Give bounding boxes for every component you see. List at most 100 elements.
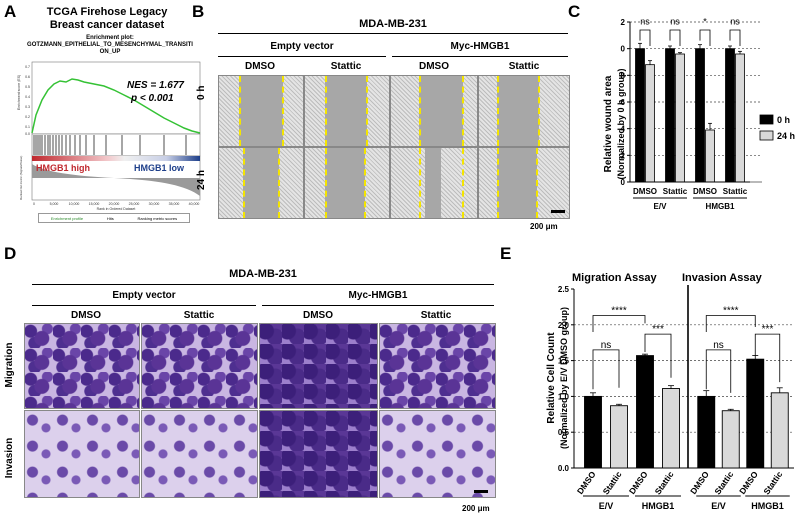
- legend-swatch-c: [759, 114, 774, 125]
- bar-24h: [735, 53, 745, 183]
- hmgb1-low-label: HMGB1 low: [134, 163, 185, 173]
- sig-bracket-stattic: [754, 333, 781, 383]
- sig-bracket-ns: [705, 349, 732, 393]
- svg-text:10,000: 10,000: [69, 202, 80, 206]
- panel-b-letter: B: [192, 2, 205, 21]
- transwell-invasion-hmgb1-dmso: [259, 410, 378, 498]
- ytick-label-e: 1.0: [558, 392, 570, 401]
- panel-d-row-migration: Migration: [4, 342, 15, 388]
- gene-set-name: GOTZMANN_EPITHELIAL_TO_MESENCHYMAL_TRANS…: [27, 42, 193, 55]
- ytick-label-e: 2.5: [558, 285, 570, 294]
- panel-b-cond-4: Stattic: [508, 61, 540, 72]
- bar-0h: [725, 48, 735, 183]
- category-label-c: DMSO: [633, 187, 657, 196]
- panel-d-cond-2: Stattic: [183, 310, 215, 321]
- category-label-e: Stattic: [653, 469, 676, 496]
- transwell-migration-ev-stattic: [141, 323, 258, 409]
- transwell-migration-ev-dmso: [24, 323, 140, 409]
- sig-bracket-stattic-label: ***: [652, 324, 664, 335]
- transwell-migration-hmgb1-dmso: [259, 323, 378, 409]
- legend-label-c: 0 h: [777, 115, 790, 125]
- bar-invasion: [721, 410, 740, 469]
- panel-b-group-ev: Empty vector: [270, 41, 334, 52]
- panel-d-cond-4: Stattic: [420, 310, 452, 321]
- panel-d-row-invasion: Invasion: [4, 437, 15, 479]
- svg-text:5,000: 5,000: [50, 202, 59, 206]
- panel-b-timepoint-0h: 0 h: [196, 85, 207, 100]
- nes-value: NES = 1.677: [127, 80, 184, 91]
- bar-migration: [636, 355, 654, 469]
- sig-bracket-top: [705, 315, 756, 332]
- svg-text:0.6: 0.6: [25, 75, 30, 79]
- category-label-e: Stattic: [761, 469, 784, 496]
- category-label-e: DMSO: [688, 469, 711, 496]
- sig-bracket-top-label: ****: [611, 305, 627, 316]
- panel-d-scale-bar: [474, 490, 488, 493]
- panel-d-letter: D: [4, 244, 17, 263]
- svg-text:0.1: 0.1: [25, 125, 30, 129]
- svg-text:0.7: 0.7: [25, 65, 30, 69]
- hits-bars: [33, 135, 187, 155]
- ytick-label-e: 0.5: [558, 428, 570, 437]
- panel-d-hmgb1-rule: [262, 305, 494, 306]
- panel-d-cond-3: DMSO: [303, 310, 333, 321]
- bar-24h: [675, 53, 685, 183]
- legend-hits: Hits: [106, 215, 114, 221]
- ytick-label-e: 1.5: [558, 357, 570, 366]
- ytick-label-c: 1.0: [620, 45, 626, 54]
- wound-image-hmgb1-dmso-24h: [390, 147, 478, 219]
- bar-migration: [610, 405, 628, 469]
- panel-a-title-line1: TCGA Firehose Legacy: [46, 6, 168, 18]
- bar-0h: [635, 48, 645, 183]
- bar-invasion: [770, 392, 789, 469]
- panel-c-letter: C: [568, 2, 581, 21]
- panel-d-cond-1: DMSO: [71, 310, 101, 321]
- wound-image-ev-stattic-24h: [304, 147, 390, 219]
- sig-bracket-stattic-label: ***: [762, 324, 774, 335]
- wound-image-ev-dmso-0h: [218, 75, 304, 147]
- svg-text:15,000: 15,000: [89, 202, 100, 206]
- panel-d-group-ev: Empty vector: [112, 290, 176, 301]
- svg-text:40,000: 40,000: [189, 202, 200, 206]
- ytick-label-c: 1.2: [620, 18, 626, 27]
- bar-invasion: [697, 395, 716, 469]
- group-label-ev: E/V: [654, 202, 668, 211]
- wound-image-hmgb1-stattic-24h: [478, 147, 570, 219]
- ytick-label-c: 0.2: [620, 151, 626, 160]
- ytick-label-c: 0.0: [620, 178, 626, 187]
- panel-e-letter: E: [500, 244, 512, 263]
- transwell-migration-hmgb1-stattic: [379, 323, 496, 409]
- svg-text:30,000: 30,000: [149, 202, 160, 206]
- group-label-hmgb1: HMGB1: [706, 202, 735, 211]
- enrichment-plot-title: Enrichment plot:: [86, 35, 134, 41]
- sig-label: *: [703, 17, 707, 27]
- sig-bracket-stattic: [644, 333, 672, 378]
- svg-text:0.3: 0.3: [25, 105, 30, 109]
- sig-bracket: [729, 29, 741, 46]
- group-label-ev: E/V: [711, 501, 726, 511]
- svg-text:0.2: 0.2: [25, 115, 30, 119]
- panel-b-cond-2: Stattic: [330, 61, 362, 72]
- sig-bracket: [639, 29, 651, 46]
- sig-bracket-ns-label: ns: [601, 340, 612, 351]
- wound-image-hmgb1-stattic-0h: [478, 75, 570, 147]
- panel-b-header-rule: [218, 33, 568, 34]
- svg-text:35,000: 35,000: [169, 202, 180, 206]
- rank-color-bar: [32, 156, 200, 161]
- es-axis-label: Enrichment score (ES): [17, 75, 21, 110]
- panel-b-scale-bar: [551, 210, 565, 213]
- panel-b-scale-label: 200 μm: [530, 222, 558, 231]
- bar-0h: [695, 48, 705, 183]
- ytick-label-c: 0.6: [620, 98, 626, 107]
- sig-bracket-top-label: ****: [723, 305, 739, 316]
- transwell-invasion-hmgb1-stattic: [379, 410, 496, 498]
- legend-enrichment-profile: Enrichment profile: [50, 215, 84, 221]
- svg-text:20,000: 20,000: [109, 202, 120, 206]
- wound-image-ev-stattic-0h: [304, 75, 390, 147]
- panel-d-cell-line: MDA-MB-231: [229, 268, 297, 280]
- panel-b-cell-line: MDA-MB-231: [359, 18, 427, 30]
- category-label-e: DMSO: [627, 469, 650, 496]
- ytick-label-c: 0.4: [620, 125, 626, 134]
- panel-d-group-hmgb1: Myc-HMGB1: [348, 290, 408, 301]
- sig-bracket-ns-label: ns: [713, 340, 724, 351]
